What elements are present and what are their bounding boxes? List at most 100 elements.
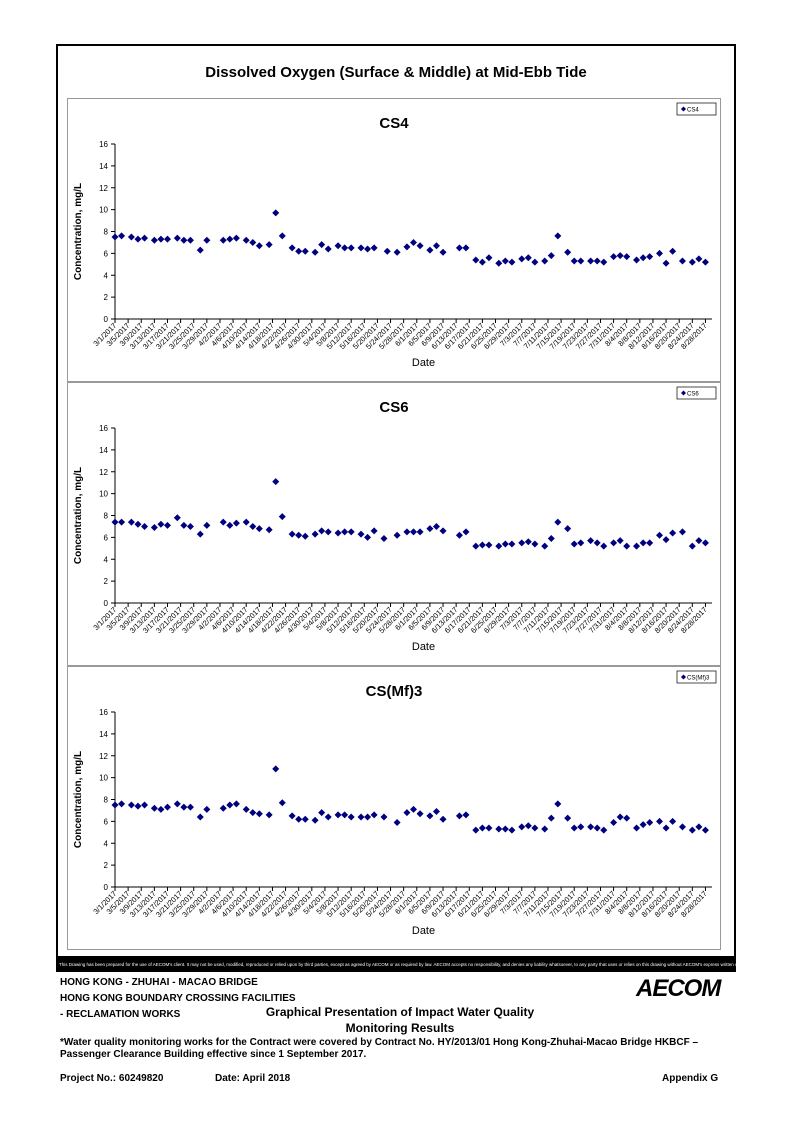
data-point bbox=[646, 539, 654, 547]
legend-marker bbox=[681, 106, 686, 112]
data-point bbox=[688, 258, 696, 266]
data-point bbox=[334, 242, 342, 250]
data-point bbox=[531, 824, 539, 832]
y-tick-label: 0 bbox=[104, 315, 109, 324]
y-tick-label: 12 bbox=[99, 752, 108, 761]
legend-box bbox=[676, 670, 717, 684]
data-point bbox=[541, 825, 549, 833]
data-point bbox=[357, 244, 365, 252]
data-point bbox=[265, 526, 273, 534]
data-point bbox=[462, 244, 470, 252]
data-point bbox=[531, 258, 539, 266]
data-point bbox=[695, 255, 703, 263]
data-point bbox=[610, 539, 618, 547]
data-point bbox=[639, 821, 647, 829]
y-tick-label: 16 bbox=[99, 708, 108, 717]
data-point bbox=[701, 826, 709, 834]
data-point bbox=[669, 817, 677, 825]
data-point bbox=[393, 248, 401, 256]
data-point bbox=[669, 529, 677, 537]
data-point bbox=[593, 824, 601, 832]
y-tick-label: 8 bbox=[104, 796, 109, 805]
data-point bbox=[141, 234, 149, 242]
data-point bbox=[380, 813, 388, 821]
data-point bbox=[416, 810, 424, 818]
y-tick-label: 8 bbox=[104, 512, 109, 521]
data-point bbox=[577, 823, 585, 831]
data-point bbox=[472, 256, 480, 264]
data-point bbox=[678, 528, 686, 536]
data-point bbox=[633, 824, 641, 832]
data-point bbox=[118, 800, 126, 808]
data-point bbox=[701, 258, 709, 266]
y-axis-label: Concentration, mg/L bbox=[73, 467, 84, 564]
data-point bbox=[403, 809, 411, 817]
y-tick-label: 8 bbox=[104, 228, 109, 237]
data-point bbox=[341, 244, 349, 252]
data-point bbox=[455, 531, 463, 539]
data-point bbox=[524, 254, 532, 262]
data-point bbox=[495, 542, 503, 550]
data-point bbox=[186, 803, 194, 811]
data-point bbox=[600, 542, 608, 550]
data-point bbox=[587, 257, 595, 265]
data-point bbox=[688, 826, 696, 834]
data-point bbox=[639, 539, 647, 547]
legend-marker bbox=[681, 674, 686, 680]
y-tick-label: 14 bbox=[99, 730, 108, 739]
data-point bbox=[633, 256, 641, 264]
data-point bbox=[633, 542, 641, 550]
data-point bbox=[403, 243, 411, 251]
data-point bbox=[196, 246, 204, 254]
data-point bbox=[570, 824, 578, 832]
data-point bbox=[593, 539, 601, 547]
y-tick-label: 2 bbox=[104, 577, 109, 586]
y-tick-label: 4 bbox=[104, 555, 109, 564]
data-point bbox=[318, 809, 326, 817]
data-point bbox=[173, 800, 181, 808]
legend-label: CS4 bbox=[687, 108, 699, 114]
data-point bbox=[311, 530, 319, 538]
data-point bbox=[370, 811, 378, 819]
data-point bbox=[587, 823, 595, 831]
data-point bbox=[501, 540, 509, 548]
data-point bbox=[111, 518, 119, 526]
data-point bbox=[432, 522, 440, 530]
data-point bbox=[518, 539, 526, 547]
data-point bbox=[426, 246, 434, 254]
data-point bbox=[288, 244, 296, 252]
data-point bbox=[219, 518, 227, 526]
data-point bbox=[695, 537, 703, 545]
data-point bbox=[272, 765, 280, 773]
data-point bbox=[150, 804, 158, 812]
data-point bbox=[334, 811, 342, 819]
data-point bbox=[226, 801, 234, 809]
data-point bbox=[232, 234, 240, 242]
project-line-3: - RECLAMATION WORKS bbox=[60, 1009, 181, 1020]
data-point bbox=[341, 811, 349, 819]
data-point bbox=[380, 534, 388, 542]
data-point bbox=[524, 822, 532, 830]
data-point bbox=[541, 542, 549, 550]
y-tick-label: 10 bbox=[99, 774, 108, 783]
data-point bbox=[364, 245, 372, 253]
data-point bbox=[662, 824, 670, 832]
chart-panel-1: CS602468101214163/1/20173/5/20173/9/2017… bbox=[67, 382, 721, 666]
data-point bbox=[662, 259, 670, 267]
data-point bbox=[508, 258, 516, 266]
data-point bbox=[695, 823, 703, 831]
y-tick-label: 0 bbox=[104, 883, 109, 892]
appendix-label: Appendix G bbox=[662, 1073, 719, 1084]
data-point bbox=[111, 801, 119, 809]
data-point bbox=[288, 812, 296, 820]
data-point bbox=[347, 244, 355, 252]
data-point bbox=[295, 247, 303, 255]
x-axis-label: Date bbox=[412, 357, 435, 369]
data-point bbox=[357, 530, 365, 538]
data-point bbox=[656, 249, 664, 257]
chart-title: CS4 bbox=[379, 115, 409, 132]
data-point bbox=[495, 259, 503, 267]
data-point bbox=[288, 530, 296, 538]
data-point bbox=[678, 257, 686, 265]
x-axis-label: Date bbox=[412, 925, 435, 937]
